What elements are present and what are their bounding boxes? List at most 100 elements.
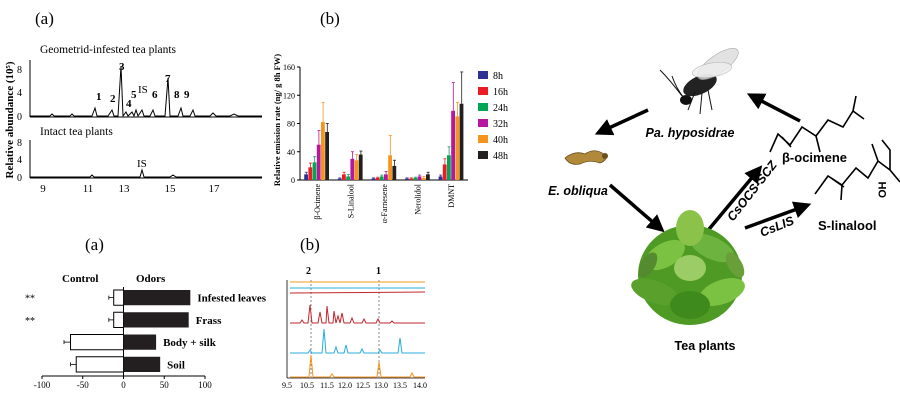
parasitoid-wasp-illustration	[659, 48, 739, 115]
emission-category-label: Nerolidol	[414, 183, 423, 214]
bioassay-category-label: Body + silk	[163, 337, 217, 349]
peak-label-4: 4	[126, 98, 132, 110]
trace-peak-label-2: 2	[306, 266, 311, 277]
bioassay-category-label: Soil	[167, 359, 185, 371]
bioassay-odor-bar	[123, 290, 191, 306]
legend-label: 16h	[493, 87, 508, 98]
ytick-infested-4: 4	[17, 88, 22, 99]
emission-error-bars	[304, 71, 464, 179]
trace-xtick-4: 12.5	[356, 381, 370, 390]
emission-category-labels: β-Ocimene S-Linalool α-Farnesene Nerolidol D…	[313, 183, 456, 223]
emission-ytick-label: 40	[287, 148, 295, 157]
emission-bar	[316, 144, 321, 180]
legend-swatch	[478, 71, 488, 79]
intact-title: Intact tea plants	[40, 126, 113, 138]
emission-ylabel: Relative emission rate (ng/ g 8h FW)	[272, 54, 282, 186]
xtick-17: 17	[209, 183, 221, 195]
emission-category-label: α-Farnesene	[380, 184, 389, 224]
bioassay-xtick-label: 50	[160, 380, 170, 390]
intact-peak-is: IS	[137, 158, 147, 170]
intact-trace	[30, 168, 262, 178]
panel-schematic: Pa. hyposidrae E. obliqua Tea plants	[548, 48, 900, 353]
xtick-15: 15	[165, 183, 177, 195]
emission-bar	[413, 177, 418, 180]
arrow-plant-to-ocimene	[698, 165, 763, 242]
intact-yticks: 8 4 0	[17, 138, 22, 184]
bioassay-category-label: Infested leaves	[197, 293, 266, 305]
peak-label-7: 7	[165, 73, 171, 85]
bioassay-odor-bar	[123, 356, 161, 372]
legend-swatch	[478, 135, 488, 143]
peak-label-5: 5	[131, 89, 137, 101]
emission-bar	[375, 177, 380, 180]
panel-ead-traces: (b) 2 1 9.5 10.5 11.5 12.0 12.5 13.0 13.…	[282, 235, 427, 390]
ytick-intact-8: 8	[17, 138, 22, 149]
trace-xtick-6: 13.5	[393, 381, 407, 390]
legend-label: 48h	[493, 151, 508, 162]
tea-plant-illustration	[631, 210, 745, 325]
bioassay-control-bar	[70, 334, 124, 351]
panel-label-a-bottom: (a)	[85, 235, 104, 254]
emission-bar	[405, 178, 409, 180]
bioassay-xtick-label: 0	[121, 380, 126, 390]
emission-category-label: DMNT	[447, 184, 456, 208]
herbivore-name: E. obliqua	[548, 184, 608, 198]
infested-title: Geometrid-infested tea plants	[40, 44, 177, 56]
panel-label-b-top: (b)	[320, 9, 340, 28]
emission-category-label: S-Linalool	[346, 183, 355, 218]
linalool-structure	[814, 139, 900, 201]
trace-xtick-5: 13.0	[374, 381, 388, 390]
panel-label-b-bottom: (b)	[300, 235, 320, 254]
peak-label-8: 8	[174, 89, 180, 101]
bioassay-control-bar	[113, 289, 125, 306]
legend-swatch	[478, 151, 488, 159]
emission-bar	[392, 165, 397, 180]
emission-ytick-label: 0	[291, 176, 295, 185]
emission-ytick-label: 120	[283, 91, 295, 100]
legend-label: 8h	[493, 71, 503, 82]
trace-peak-label-1: 1	[376, 266, 381, 277]
xtick-13: 13	[119, 183, 131, 195]
legend-label: 24h	[493, 103, 508, 114]
ytick-intact-4: 4	[17, 155, 22, 166]
emission-bar	[358, 154, 363, 180]
odors-header: Odors	[136, 273, 166, 285]
ytick-intact-0: 0	[17, 173, 22, 184]
bioassay-control-bar	[113, 311, 125, 328]
legend-label: 32h	[493, 119, 508, 130]
panel-bioassay: (a) Control Odors Infested leaves ** Frass…	[25, 235, 267, 390]
enzyme-ocimene-label: CsOCS-SCZ	[724, 157, 780, 224]
arrow-ocimene-to-wasp	[746, 93, 801, 123]
emission-bar	[371, 178, 376, 180]
bioassay-control-bar	[75, 356, 125, 373]
control-header: Control	[62, 273, 98, 285]
emission-bar	[447, 155, 451, 180]
chromatogram-ylabel: Relative abundance (10⁵)	[4, 61, 16, 178]
emission-yticks: 0 40 80 120 160	[283, 63, 300, 185]
emission-bar	[421, 177, 426, 180]
trace-xtick-0: 9.5	[282, 381, 292, 390]
trace-red-sample	[290, 304, 425, 324]
emission-bar	[417, 176, 422, 180]
peak-label-is: IS	[138, 84, 148, 96]
infested-yticks: 8 4 0	[17, 65, 22, 123]
emission-bar	[379, 176, 384, 180]
emission-bar	[350, 158, 355, 180]
bioassay-xtick-label: 100	[198, 380, 212, 390]
plant-name: Tea plants	[675, 339, 736, 353]
ocimene-structure	[769, 95, 865, 153]
xtick-9: 9	[40, 183, 46, 195]
emission-bar	[438, 176, 443, 180]
legend-label: 40h	[493, 135, 508, 146]
significance-marker: **	[25, 294, 35, 305]
trace-xtick-2: 11.5	[320, 381, 334, 390]
emission-bar	[388, 155, 392, 180]
emission-bar	[321, 122, 325, 180]
emission-bar	[325, 131, 329, 180]
emission-bar	[426, 174, 430, 180]
peak-label-1: 1	[96, 91, 102, 103]
emission-ytick-label: 160	[283, 63, 295, 72]
arrow-plant-to-linalool	[744, 201, 812, 230]
xtick-11: 11	[83, 183, 94, 195]
